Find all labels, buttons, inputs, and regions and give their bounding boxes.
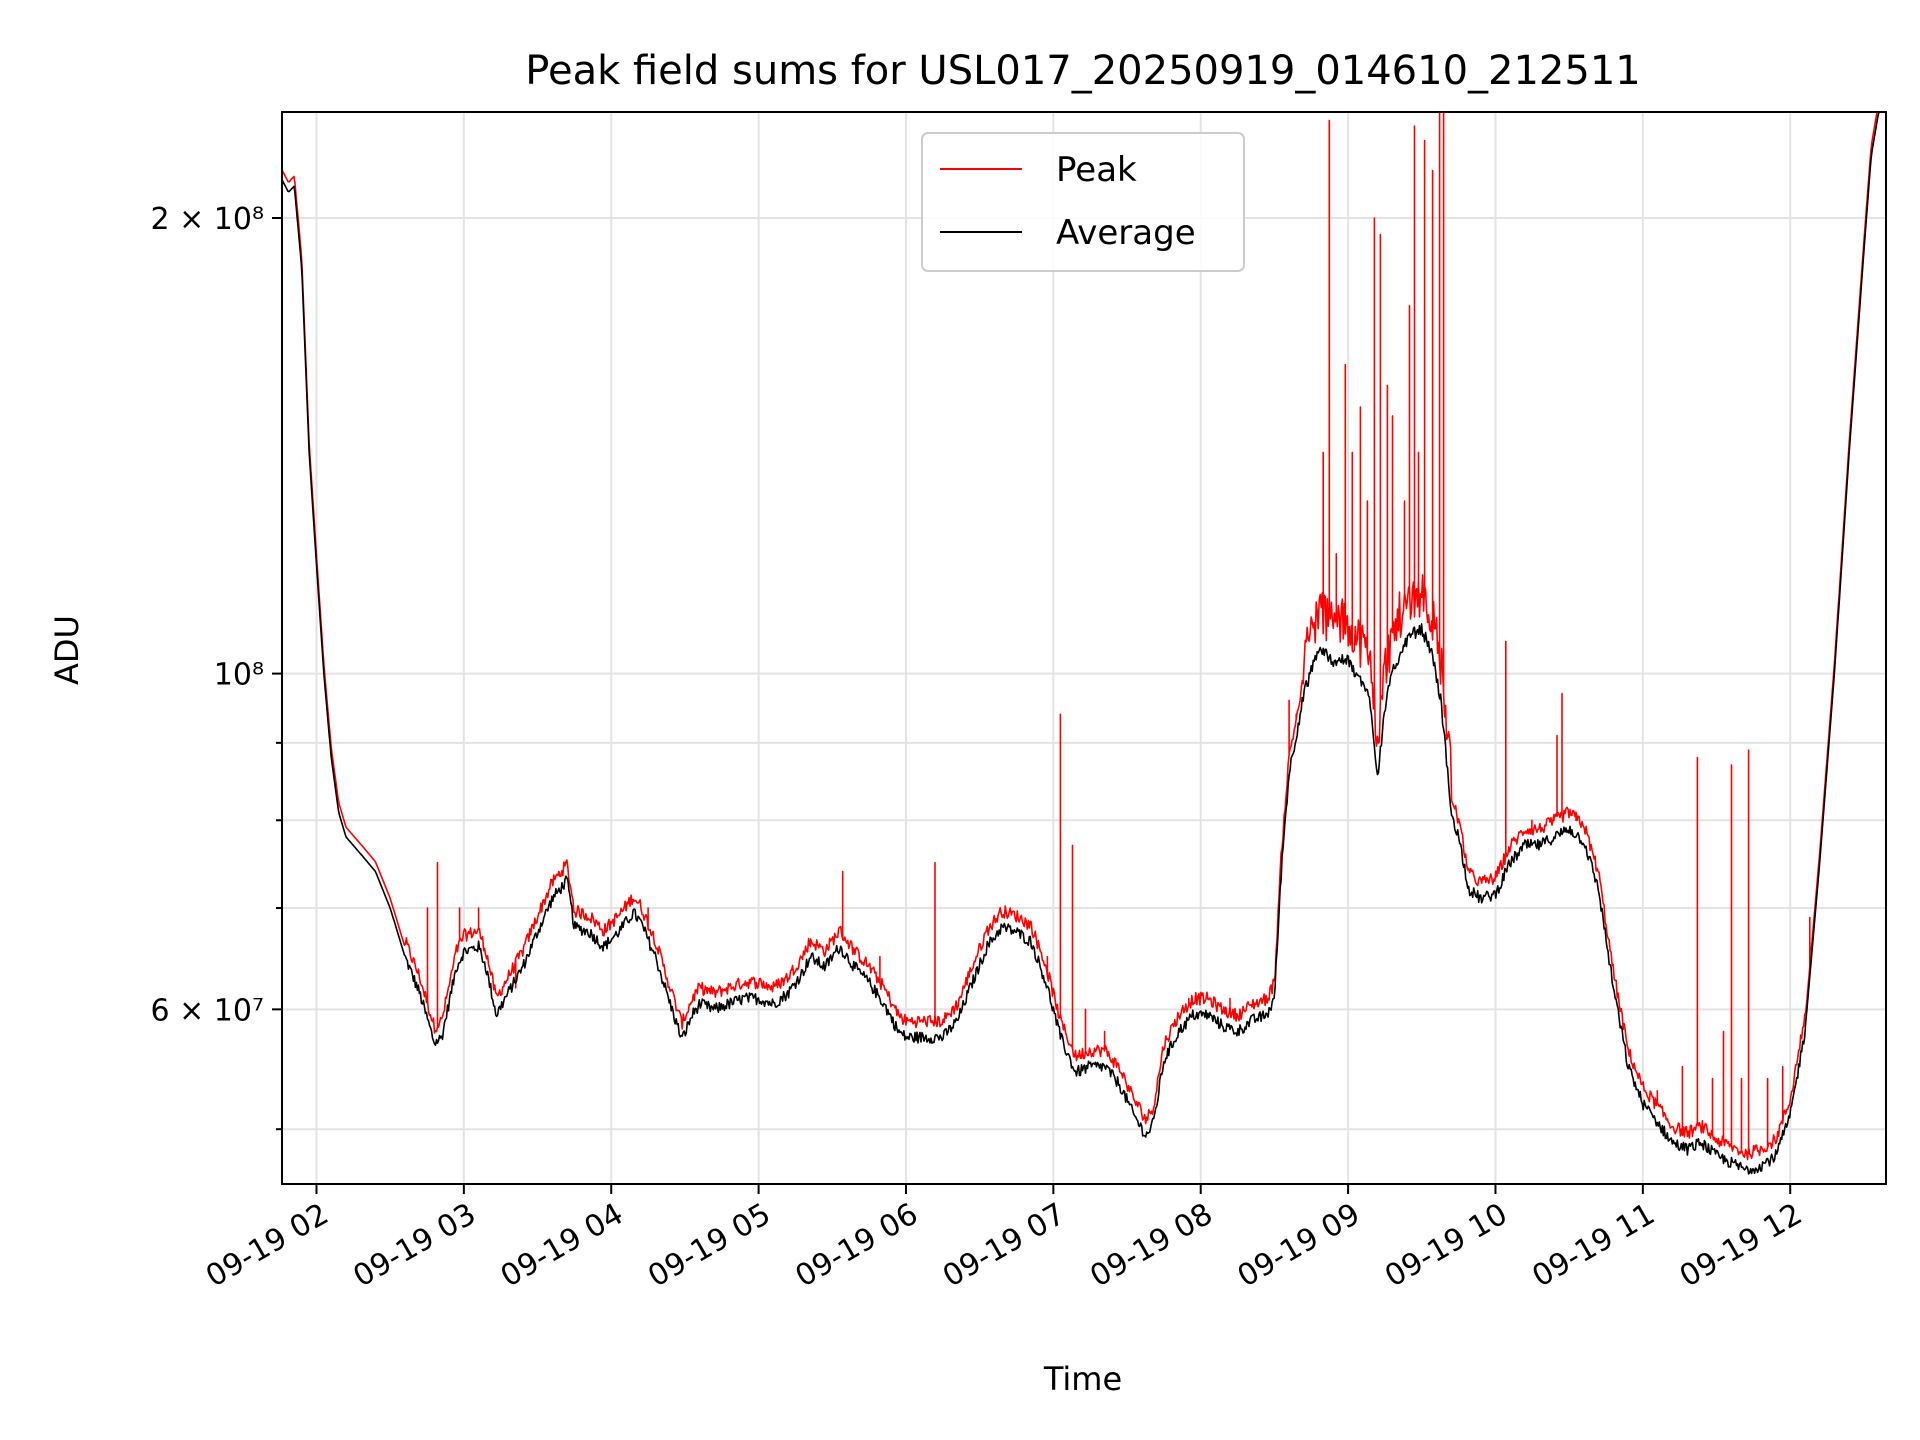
chart-title: Peak field sums for USL017_20250919_0146… xyxy=(525,48,1640,94)
legend-peak-label: Peak xyxy=(1056,150,1137,190)
legend-box xyxy=(921,132,1245,272)
y-axis: 6 × 10⁷ 10⁸ 2 × 10⁸ xyxy=(151,202,282,1131)
plot-frame xyxy=(281,111,1887,1185)
legend-average-label: Average xyxy=(1056,213,1196,253)
series-average-line xyxy=(282,112,1886,1175)
series-peak-line xyxy=(282,112,1878,1161)
legend: Peak Average xyxy=(921,132,1245,272)
x-axis-label: Time xyxy=(1043,1360,1122,1398)
y-tick-label: 10⁸ xyxy=(214,658,264,693)
y-tick-label: 6 × 10⁷ xyxy=(151,993,265,1028)
y-tick-label: 2 × 10⁸ xyxy=(151,202,265,237)
y-axis-label: ADU xyxy=(48,615,86,685)
